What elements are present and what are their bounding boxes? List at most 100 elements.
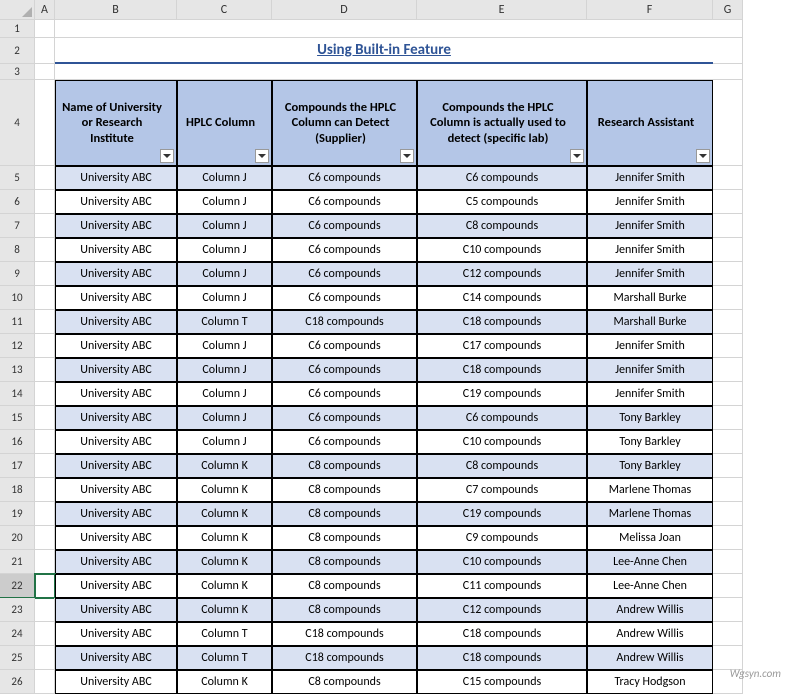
cell-a17[interactable] <box>35 454 55 478</box>
row-header-8[interactable]: 8 <box>0 238 35 262</box>
select-all-corner[interactable] <box>0 0 35 20</box>
cell-g12[interactable] <box>713 334 743 358</box>
cell-a5[interactable] <box>35 166 55 190</box>
cell-g10[interactable] <box>713 286 743 310</box>
table-cell[interactable]: Jennifer Smith <box>587 262 713 286</box>
table-cell[interactable]: C6 compounds <box>272 406 417 430</box>
cell-a25[interactable] <box>35 646 55 670</box>
row-header-20[interactable]: 20 <box>0 526 35 550</box>
table-cell[interactable]: Column T <box>177 646 272 670</box>
table-cell[interactable]: Column J <box>177 214 272 238</box>
table-cell[interactable]: University ABC <box>55 670 177 694</box>
row-header-24[interactable]: 24 <box>0 622 35 646</box>
table-cell[interactable]: Jennifer Smith <box>587 214 713 238</box>
table-cell[interactable]: C8 compounds <box>272 670 417 694</box>
table-cell[interactable]: C5 compounds <box>417 190 587 214</box>
table-cell[interactable]: University ABC <box>55 190 177 214</box>
cell-a16[interactable] <box>35 430 55 454</box>
table-header-hplc[interactable]: HPLC Column <box>177 80 272 166</box>
table-cell[interactable]: C18 compounds <box>417 310 587 334</box>
table-cell[interactable]: Column J <box>177 430 272 454</box>
col-header-g[interactable]: G <box>713 0 743 20</box>
table-cell[interactable]: Tony Barkley <box>587 406 713 430</box>
cell-b3[interactable] <box>55 64 713 80</box>
row-header-17[interactable]: 17 <box>0 454 35 478</box>
col-header-a[interactable]: A <box>35 0 55 20</box>
table-cell[interactable]: Tracy Hodgson <box>587 670 713 694</box>
row-header-9[interactable]: 9 <box>0 262 35 286</box>
row-header-1[interactable]: 1 <box>0 20 35 38</box>
col-header-d[interactable]: D <box>272 0 417 20</box>
table-cell[interactable]: C6 compounds <box>272 214 417 238</box>
table-cell[interactable]: Column T <box>177 310 272 334</box>
table-cell[interactable]: University ABC <box>55 574 177 598</box>
cell-g15[interactable] <box>713 406 743 430</box>
table-cell[interactable]: University ABC <box>55 310 177 334</box>
table-cell[interactable]: C6 compounds <box>272 238 417 262</box>
table-cell[interactable]: C6 compounds <box>272 166 417 190</box>
table-cell[interactable]: C8 compounds <box>417 214 587 238</box>
cell-a26[interactable] <box>35 670 55 694</box>
table-cell[interactable]: University ABC <box>55 358 177 382</box>
cell-a22[interactable] <box>35 574 55 598</box>
table-cell[interactable]: Tony Barkley <box>587 430 713 454</box>
table-header-university[interactable]: Name of University or Research Institute <box>55 80 177 166</box>
col-header-f[interactable]: F <box>587 0 713 20</box>
table-cell[interactable]: Jennifer Smith <box>587 190 713 214</box>
row-header-5[interactable]: 5 <box>0 166 35 190</box>
cell-a11[interactable] <box>35 310 55 334</box>
cell-b1[interactable] <box>55 20 713 38</box>
table-cell[interactable]: Jennifer Smith <box>587 238 713 262</box>
table-cell[interactable]: Column K <box>177 670 272 694</box>
table-cell[interactable]: Column J <box>177 334 272 358</box>
table-cell[interactable]: C8 compounds <box>272 526 417 550</box>
table-cell[interactable]: C8 compounds <box>272 550 417 574</box>
cell-g20[interactable] <box>713 526 743 550</box>
cell-a1[interactable] <box>35 20 55 38</box>
table-cell[interactable]: C14 compounds <box>417 286 587 310</box>
table-header-compounds-lab[interactable]: Compounds the HPLC Column is actually us… <box>417 80 587 166</box>
table-cell[interactable]: Andrew Willis <box>587 646 713 670</box>
table-cell[interactable]: Column J <box>177 262 272 286</box>
table-cell[interactable]: C15 compounds <box>417 670 587 694</box>
cell-g9[interactable] <box>713 262 743 286</box>
cell-a24[interactable] <box>35 622 55 646</box>
row-header-23[interactable]: 23 <box>0 598 35 622</box>
table-cell[interactable]: C6 compounds <box>417 166 587 190</box>
row-header-16[interactable]: 16 <box>0 430 35 454</box>
row-header-12[interactable]: 12 <box>0 334 35 358</box>
row-header-6[interactable]: 6 <box>0 190 35 214</box>
cell-a19[interactable] <box>35 502 55 526</box>
cell-g3[interactable] <box>713 64 743 80</box>
table-header-compounds-supplier[interactable]: Compounds the HPLC Column can Detect (Su… <box>272 80 417 166</box>
table-cell[interactable]: Column K <box>177 526 272 550</box>
table-cell[interactable]: Andrew Willis <box>587 622 713 646</box>
table-cell[interactable]: Marshall Burke <box>587 310 713 334</box>
table-cell[interactable]: C8 compounds <box>272 502 417 526</box>
table-cell[interactable]: C19 compounds <box>417 382 587 406</box>
table-cell[interactable]: University ABC <box>55 598 177 622</box>
table-cell[interactable]: C17 compounds <box>417 334 587 358</box>
table-cell[interactable]: Marshall Burke <box>587 286 713 310</box>
cell-a18[interactable] <box>35 478 55 502</box>
cell-g11[interactable] <box>713 310 743 334</box>
table-cell[interactable]: University ABC <box>55 286 177 310</box>
table-cell[interactable]: Column J <box>177 382 272 406</box>
filter-button[interactable] <box>400 149 414 163</box>
row-header-26[interactable]: 26 <box>0 670 35 694</box>
row-header-7[interactable]: 7 <box>0 214 35 238</box>
table-cell[interactable]: Marlene Thomas <box>587 502 713 526</box>
table-cell[interactable]: C18 compounds <box>272 646 417 670</box>
table-cell[interactable]: Column K <box>177 550 272 574</box>
row-header-19[interactable]: 19 <box>0 502 35 526</box>
table-cell[interactable]: University ABC <box>55 646 177 670</box>
table-cell[interactable]: Column T <box>177 622 272 646</box>
cell-g24[interactable] <box>713 622 743 646</box>
cell-g7[interactable] <box>713 214 743 238</box>
cell-a13[interactable] <box>35 358 55 382</box>
row-header-13[interactable]: 13 <box>0 358 35 382</box>
table-cell[interactable]: Andrew Willis <box>587 598 713 622</box>
table-cell[interactable]: University ABC <box>55 430 177 454</box>
table-cell[interactable]: University ABC <box>55 262 177 286</box>
cell-g6[interactable] <box>713 190 743 214</box>
